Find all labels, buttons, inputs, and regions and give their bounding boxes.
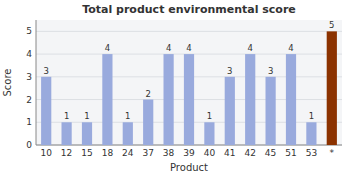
- grid-line: [36, 31, 342, 32]
- bar: [266, 77, 276, 145]
- chart: 0123453114124413434151012151824373839404…: [0, 0, 348, 177]
- plot-background: [36, 20, 342, 145]
- bar: [327, 31, 337, 145]
- bar: [184, 54, 194, 145]
- bar: [102, 54, 112, 145]
- bar: [62, 122, 72, 145]
- x-tick-label: 24: [122, 148, 134, 158]
- bar: [123, 122, 133, 145]
- bar: [41, 77, 51, 145]
- x-tick-label: 42: [244, 148, 255, 158]
- x-tick-label: 38: [163, 148, 175, 158]
- x-tick-label: 41: [224, 148, 235, 158]
- data-label: 1: [84, 111, 89, 121]
- data-label: 3: [43, 66, 48, 76]
- data-label: 1: [309, 111, 314, 121]
- x-tick-label: 15: [81, 148, 92, 158]
- bar: [164, 54, 174, 145]
- y-tick-label: 3: [26, 72, 32, 82]
- data-label: 4: [247, 43, 252, 53]
- bar: [306, 122, 316, 145]
- data-label: 1: [207, 111, 212, 121]
- x-tick-label: 18: [102, 148, 114, 158]
- bar: [225, 77, 235, 145]
- y-axis-line: [36, 20, 37, 145]
- data-label: 2: [145, 89, 150, 99]
- y-axis-label: Score: [2, 68, 13, 96]
- data-label: 4: [166, 43, 171, 53]
- y-tick-label: 0: [26, 140, 32, 150]
- data-label: 3: [227, 66, 232, 76]
- x-tick-label: 12: [61, 148, 72, 158]
- y-tick-label: 2: [26, 95, 32, 105]
- x-tick-label: 39: [183, 148, 195, 158]
- data-label: 3: [268, 66, 273, 76]
- bar: [143, 100, 153, 145]
- y-tick-label: 4: [26, 49, 32, 59]
- bar: [82, 122, 92, 145]
- x-tick-label: *: [330, 148, 335, 158]
- data-label: 4: [105, 43, 110, 53]
- chart-container: 0123453114124413434151012151824373839404…: [0, 0, 348, 177]
- x-tick-label: 45: [265, 148, 276, 158]
- bars: [41, 31, 337, 145]
- data-label: 4: [186, 43, 191, 53]
- x-tick-label: 37: [142, 148, 153, 158]
- y-tick-label: 5: [26, 26, 32, 36]
- x-tick-label: 40: [204, 148, 216, 158]
- bar: [245, 54, 255, 145]
- y-tick-label: 1: [26, 117, 32, 127]
- data-label: 1: [64, 111, 69, 121]
- bar: [286, 54, 296, 145]
- bar: [204, 122, 214, 145]
- x-axis-label: Product: [170, 162, 208, 173]
- data-label: 1: [125, 111, 130, 121]
- data-label: 5: [329, 20, 334, 30]
- x-tick-label: 51: [285, 148, 296, 158]
- data-label: 4: [288, 43, 293, 53]
- x-tick-label: 10: [40, 148, 52, 158]
- x-tick-label: 53: [306, 148, 317, 158]
- title: Total product environmental score: [82, 3, 296, 16]
